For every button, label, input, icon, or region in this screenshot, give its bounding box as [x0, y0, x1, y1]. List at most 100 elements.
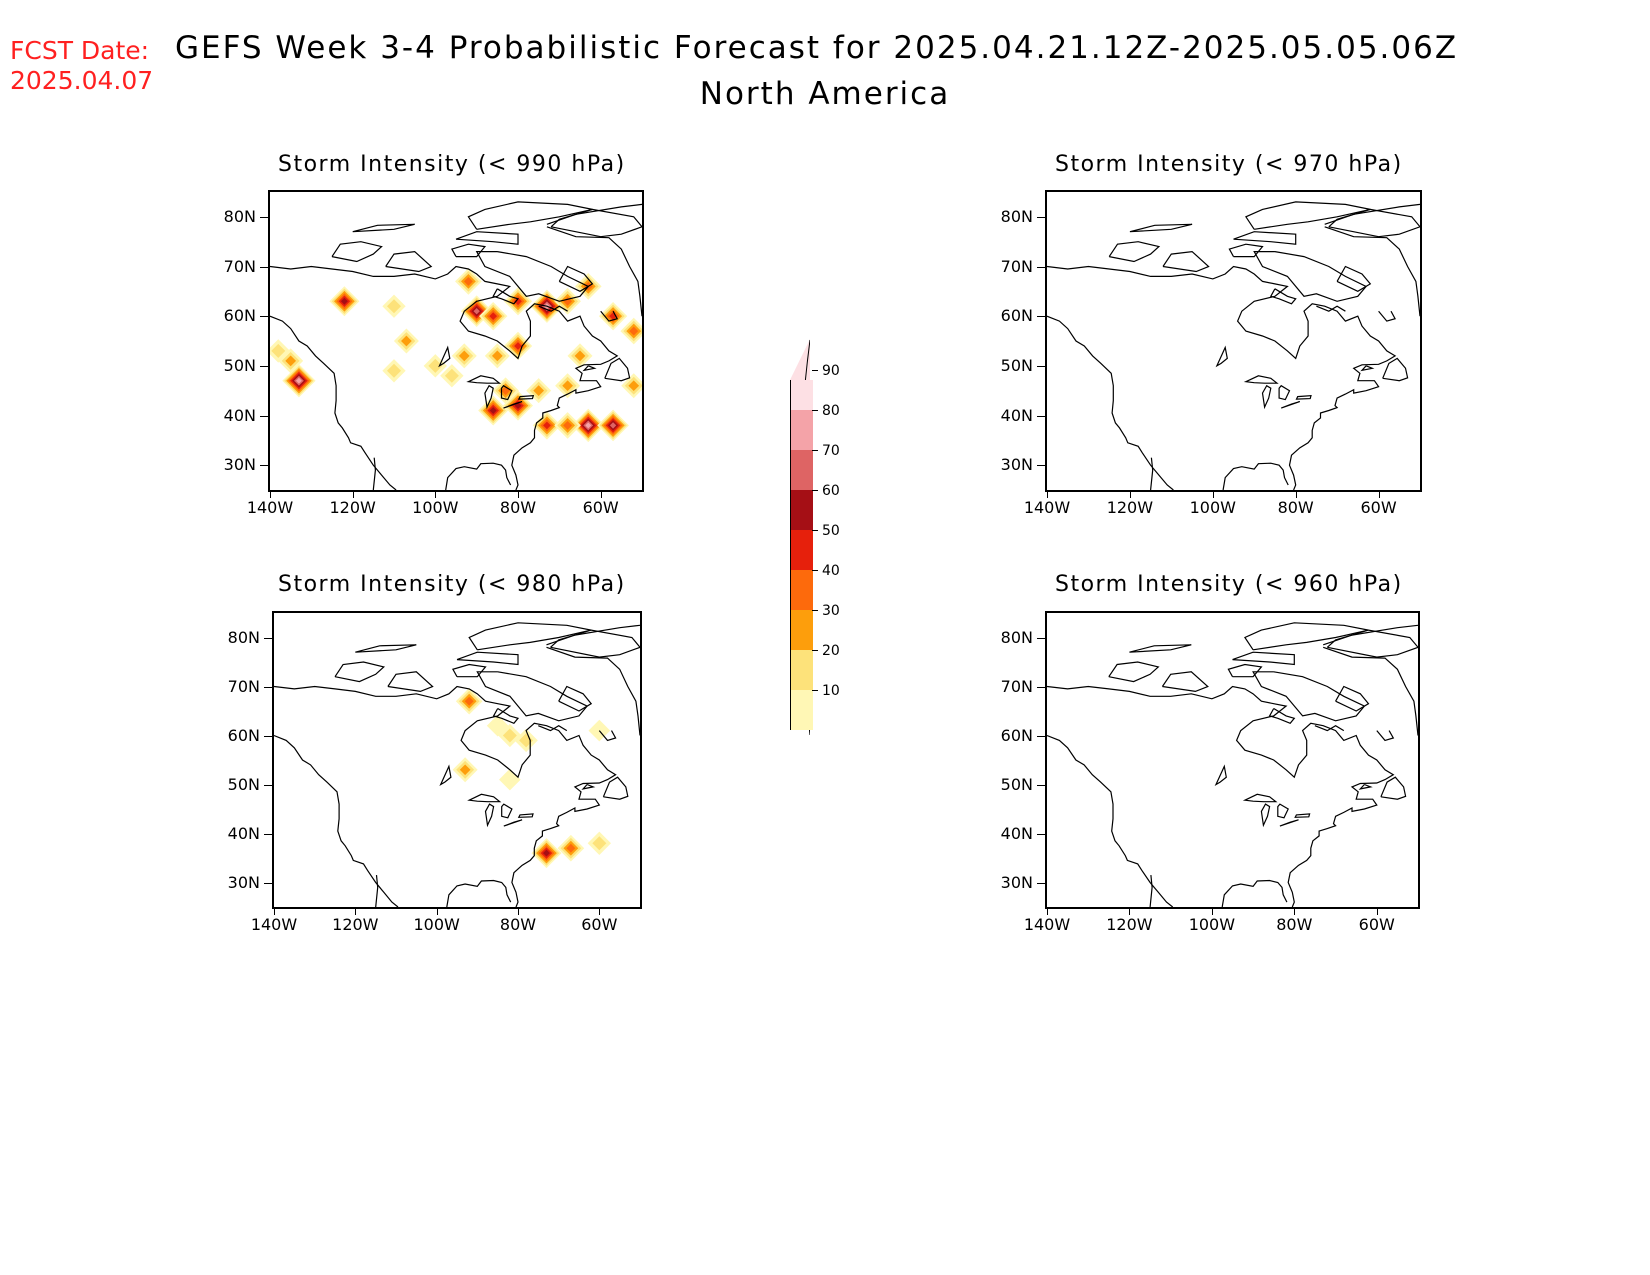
coastline — [1215, 345, 1228, 368]
coastline — [270, 315, 397, 490]
y-tick — [264, 637, 272, 639]
probability-cell — [533, 385, 545, 397]
coastline — [598, 730, 617, 742]
colorbar-label: 10 — [822, 683, 840, 699]
probability-cell — [444, 368, 459, 383]
fcst-label: FCST Date: — [10, 36, 150, 65]
colorbar-tick — [812, 690, 818, 691]
coastline — [600, 310, 619, 322]
fcst-date-value: 2025.04.07 — [10, 66, 154, 95]
coastline — [1280, 401, 1300, 409]
coastline — [1268, 707, 1296, 725]
x-tick-label: 120W — [329, 498, 376, 517]
map-980-hpa — [272, 611, 642, 909]
probability-cell — [609, 422, 617, 429]
coastline — [1161, 671, 1209, 693]
x-tick — [1376, 909, 1378, 915]
x-tick-label: 120W — [1106, 498, 1154, 517]
x-tick-label: 140W — [250, 915, 298, 934]
coastline — [468, 622, 592, 651]
y-tick — [1037, 833, 1045, 835]
y-tick-label: 40N — [223, 405, 256, 425]
x-tick-label: 100W — [1189, 498, 1236, 517]
coastline — [456, 651, 519, 666]
probability-cell — [502, 728, 517, 743]
probability-cell — [489, 312, 498, 321]
coastline — [1108, 661, 1160, 683]
coastline — [1269, 288, 1297, 305]
coastline — [451, 243, 487, 258]
coastline — [1222, 462, 1289, 490]
x-tick — [1295, 492, 1297, 498]
map-canvas — [1047, 622, 1418, 907]
colorbar-tick — [812, 410, 818, 411]
x-tick-label: 120W — [332, 915, 379, 934]
y-tick-label: 30N — [227, 872, 260, 892]
coastline — [558, 685, 593, 712]
coastline — [352, 223, 415, 233]
coastline — [270, 265, 619, 490]
y-tick-label: 60N — [227, 725, 260, 745]
coastline — [484, 384, 494, 410]
colorbar-tick — [812, 650, 818, 651]
coastline — [1232, 651, 1295, 666]
coastline — [467, 201, 593, 230]
coastline — [1221, 879, 1288, 907]
y-tick-label: 70N — [227, 676, 260, 696]
colorbar-swatch — [790, 380, 813, 410]
colorbar-tick — [812, 450, 818, 451]
colorbar-label: 20 — [822, 643, 840, 659]
coastline — [604, 357, 631, 382]
colorbar-label: 50 — [822, 523, 840, 539]
y-tick — [1037, 735, 1045, 737]
coastline — [503, 401, 523, 409]
probability-cell — [563, 420, 573, 430]
probability-cell — [499, 768, 521, 791]
coastline — [1047, 734, 1174, 907]
coastline — [1335, 685, 1370, 712]
probability-cell — [491, 350, 503, 362]
coastline — [452, 663, 487, 678]
probability-cell — [629, 326, 639, 336]
fcst-date: FCST Date: 2025.04.07 — [10, 36, 153, 96]
colorbar-label: 70 — [822, 443, 840, 459]
coastline — [517, 394, 535, 400]
x-tick-label: 80W — [499, 915, 537, 934]
x-tick-label: 80W — [1276, 915, 1313, 934]
map-990-hpa — [268, 190, 644, 492]
probability-cell — [458, 350, 470, 362]
coastline — [372, 457, 377, 490]
y-tick-label: 40N — [227, 823, 260, 843]
probability-cell — [459, 764, 471, 776]
y-tick — [260, 465, 268, 467]
panel-title: Storm Intensity (< 980 hPa) — [278, 572, 626, 597]
coastline — [355, 644, 417, 653]
coastline — [1149, 875, 1153, 907]
coastline — [1162, 250, 1210, 273]
x-tick — [270, 492, 271, 498]
probability-cell — [514, 342, 522, 350]
y-tick — [1037, 216, 1045, 218]
coastline — [446, 879, 512, 907]
y-tick — [260, 365, 268, 367]
coastline — [1260, 803, 1271, 828]
coastline — [387, 671, 434, 693]
coastline — [492, 288, 520, 305]
x-tick — [1294, 909, 1296, 915]
probability-cell — [473, 308, 480, 315]
coastline — [602, 776, 629, 800]
coastline — [1228, 243, 1264, 258]
x-tick — [1211, 909, 1213, 915]
coastline — [1323, 646, 1418, 736]
y-tick — [264, 686, 272, 688]
probability-cell — [401, 335, 412, 347]
x-tick — [436, 909, 438, 915]
y-tick — [1037, 365, 1045, 367]
x-tick-label: 140W — [246, 498, 294, 517]
page-subtitle: North America — [699, 76, 951, 112]
y-tick-label: 70N — [223, 256, 256, 276]
map-canvas — [1047, 201, 1420, 490]
panel-title: Storm Intensity (< 970 hPa) — [1055, 152, 1403, 177]
x-tick-label: 100W — [413, 915, 460, 934]
y-tick-label: 70N — [1000, 256, 1033, 276]
